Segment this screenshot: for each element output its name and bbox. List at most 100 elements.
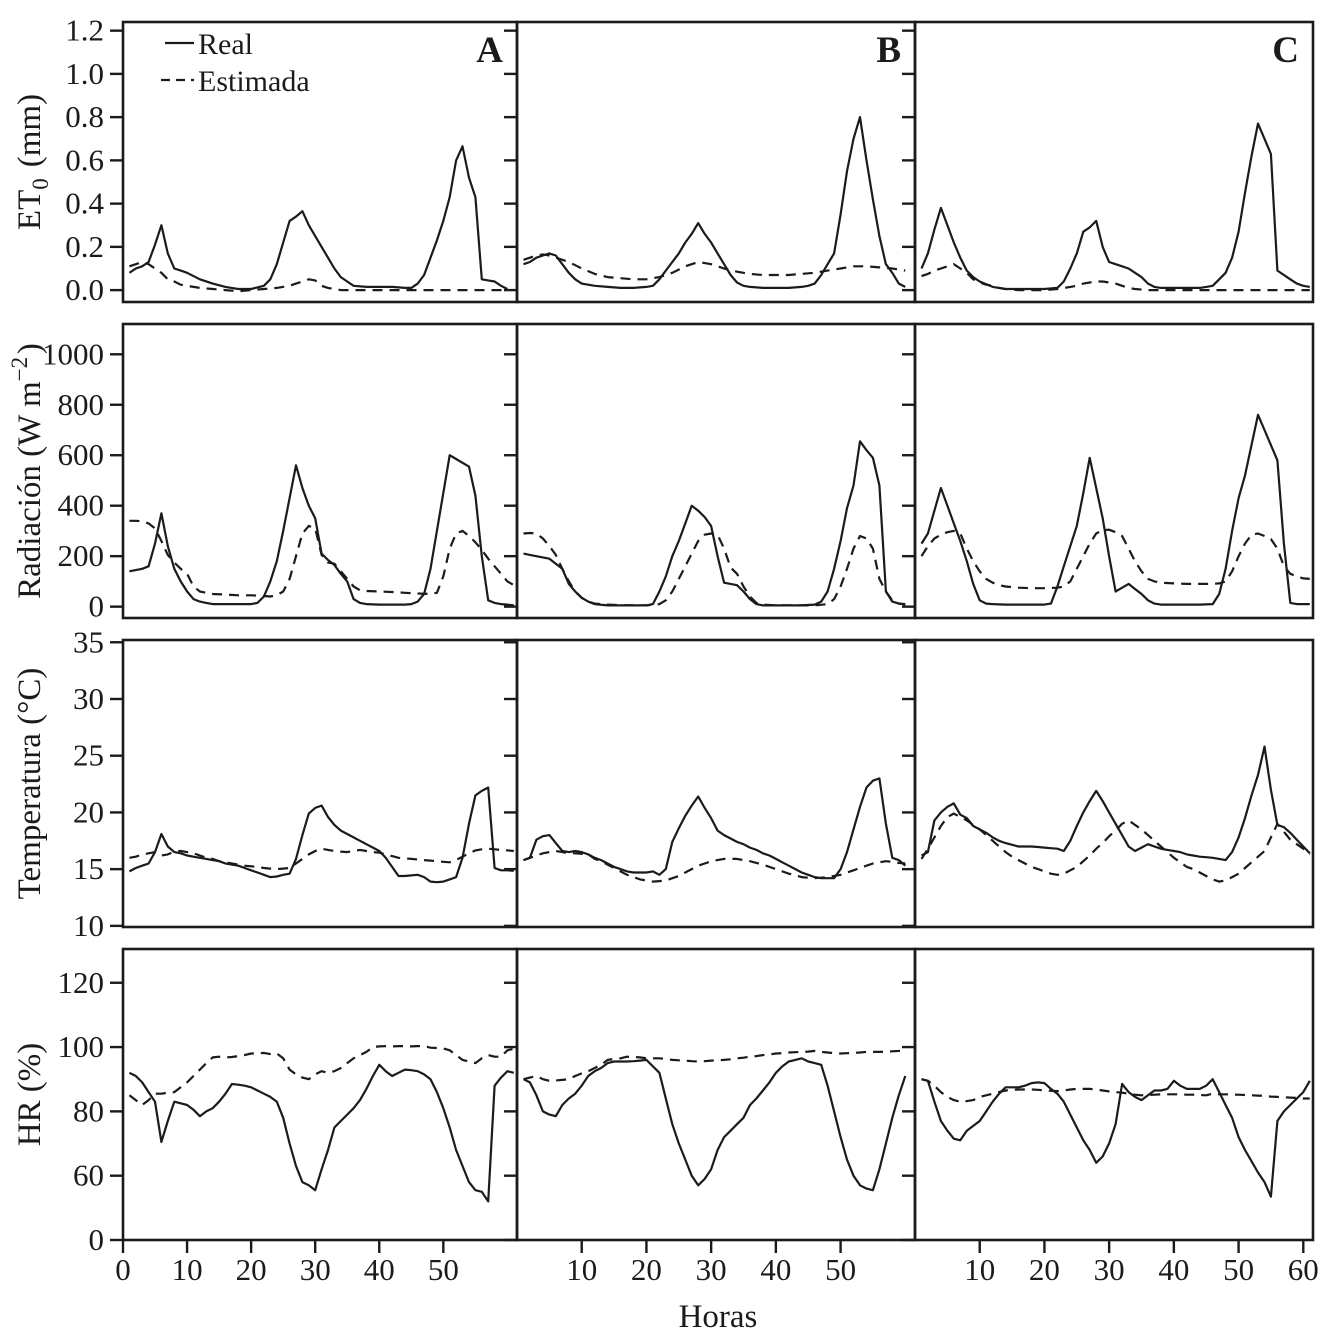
panel-A-radiacion: 0 200 400 600 800 1000 <box>42 322 519 624</box>
x-tick-label: 20 <box>236 1252 267 1287</box>
panel-frame <box>913 638 1315 929</box>
y-axis-title-hr: HR (%) <box>12 1043 48 1147</box>
y-tick-label: 30 <box>73 681 104 716</box>
legend: Real Estimada <box>161 28 310 98</box>
panel-frame <box>515 947 917 1242</box>
x-tick-label: 20 <box>1029 1252 1060 1287</box>
panel-frame <box>913 947 1315 1242</box>
line-real-et0-C <box>920 122 1310 291</box>
y-tick-label: 80 <box>73 1093 104 1128</box>
x-tick-label: 30 <box>300 1252 331 1287</box>
line-estimada-radiacion-C <box>920 528 1310 590</box>
panel-frame <box>913 322 1315 620</box>
y-tick-label: 10 <box>73 908 104 943</box>
y-tick-label: 0.4 <box>65 186 104 221</box>
panel-C-hr: 10 20 30 40 50 60 <box>902 947 1319 1287</box>
x-tick-label: 20 <box>631 1252 662 1287</box>
y-tick-label: 0.0 <box>65 272 104 307</box>
panel-letter-B: B <box>876 30 901 71</box>
line-real-et0-A <box>128 145 508 291</box>
line-real-temperatura-A <box>128 786 514 884</box>
line-estimada-et0-C <box>921 263 1310 292</box>
y-tick-label: 400 <box>58 488 105 523</box>
panel-letter-A: A <box>476 30 503 71</box>
panel-A-et0: 0.0 0.2 0.4 0.6 0.8 1.0 1.2 A <box>65 13 519 307</box>
y-tick-label: 200 <box>58 538 105 573</box>
line-estimada-hr-C <box>921 1078 1310 1103</box>
y-tick-label: 0.8 <box>65 99 104 134</box>
x-tick-label: 0 <box>115 1252 131 1287</box>
panel-frame <box>121 638 519 929</box>
line-real-hr-C <box>921 1078 1311 1198</box>
panel-frame <box>121 947 519 1242</box>
y-tick-label: 120 <box>58 965 105 1000</box>
line-estimada-hr-A <box>128 1044 515 1107</box>
panel-frame <box>515 20 917 304</box>
y-axis-title-et0: ET0 (mm) <box>12 94 53 230</box>
x-tick-label: 10 <box>566 1252 597 1287</box>
y-axis-title-radiacion: Radiación (W m−2 ) <box>7 343 48 599</box>
x-tick-label: 10 <box>172 1252 203 1287</box>
y-tick-label: 0.2 <box>65 229 104 264</box>
x-tick-label: 30 <box>696 1252 727 1287</box>
panel-B-hr: 10 20 30 40 50 <box>504 947 917 1287</box>
y-tick-label: 35 <box>73 624 104 659</box>
panel-C-radiacion <box>902 322 1315 620</box>
y-tick-label: 100 <box>58 1029 105 1064</box>
panel-letter-C: C <box>1272 30 1299 71</box>
line-real-hr-B <box>523 1057 907 1192</box>
y-tick-label: 600 <box>58 437 105 472</box>
legend-real-label: Real <box>198 28 253 61</box>
x-tick-label: 30 <box>1094 1252 1125 1287</box>
line-estimada-temperatura-B <box>523 849 906 883</box>
x-tick-label: 40 <box>1158 1252 1189 1287</box>
y-tick-label: 0.6 <box>65 142 104 177</box>
line-real-radiacion-C <box>920 413 1310 606</box>
line-estimada-radiacion-A <box>129 519 515 598</box>
line-real-temperatura-C <box>920 745 1311 862</box>
y-tick-label: 1000 <box>42 336 104 371</box>
x-axis-title: Horas <box>679 1299 758 1335</box>
y-tick-label: 20 <box>73 794 104 829</box>
panel-C-temperatura <box>902 638 1315 929</box>
y-tick-label: 0 <box>89 589 105 624</box>
line-real-temperatura-B <box>523 777 907 880</box>
y-tick-label: 15 <box>73 851 104 886</box>
panel-frame <box>515 638 917 929</box>
x-tick-label: 10 <box>964 1252 995 1287</box>
legend-estimada-label: Estimada <box>198 65 310 98</box>
y-tick-label: 1.0 <box>65 56 104 91</box>
line-real-hr-A <box>128 1063 515 1203</box>
line-real-et0-B <box>523 115 906 289</box>
y-tick-label: 0 <box>89 1222 105 1257</box>
line-estimada-et0-B <box>523 253 906 281</box>
panel-frame <box>121 322 519 620</box>
x-tick-label: 40 <box>364 1252 395 1287</box>
x-tick-label: 50 <box>1223 1252 1254 1287</box>
line-estimada-hr-B <box>523 1049 906 1082</box>
panel-frame <box>913 20 1315 304</box>
line-estimada-et0-A <box>129 260 508 293</box>
line-estimada-temperatura-A <box>129 847 514 871</box>
y-tick-label: 1.2 <box>65 13 104 48</box>
line-estimada-temperatura-C <box>920 812 1311 883</box>
panel-B-radiacion <box>504 322 917 620</box>
y-tick-label: 60 <box>73 1158 104 1193</box>
line-estimada-radiacion-B <box>523 531 906 607</box>
y-axis-title-temperatura: Temperatura (°C) <box>12 668 48 900</box>
x-tick-label: 60 <box>1288 1252 1319 1287</box>
x-tick-label: 40 <box>760 1252 791 1287</box>
panel-C-et0: C <box>902 20 1315 304</box>
panel-B-temperatura <box>504 638 917 929</box>
line-real-radiacion-A <box>129 454 514 607</box>
x-tick-label: 50 <box>825 1252 856 1287</box>
panel-B-et0: B <box>504 20 917 304</box>
panel-frame <box>121 20 519 304</box>
panel-A-hr: 0 60 80 100 120 0 10 20 30 40 50 <box>58 947 519 1287</box>
panel-A-temperatura: 10 15 20 25 30 35 <box>73 624 519 943</box>
x-tick-label: 50 <box>428 1252 459 1287</box>
y-tick-label: 800 <box>58 387 105 422</box>
line-real-radiacion-B <box>523 440 906 607</box>
